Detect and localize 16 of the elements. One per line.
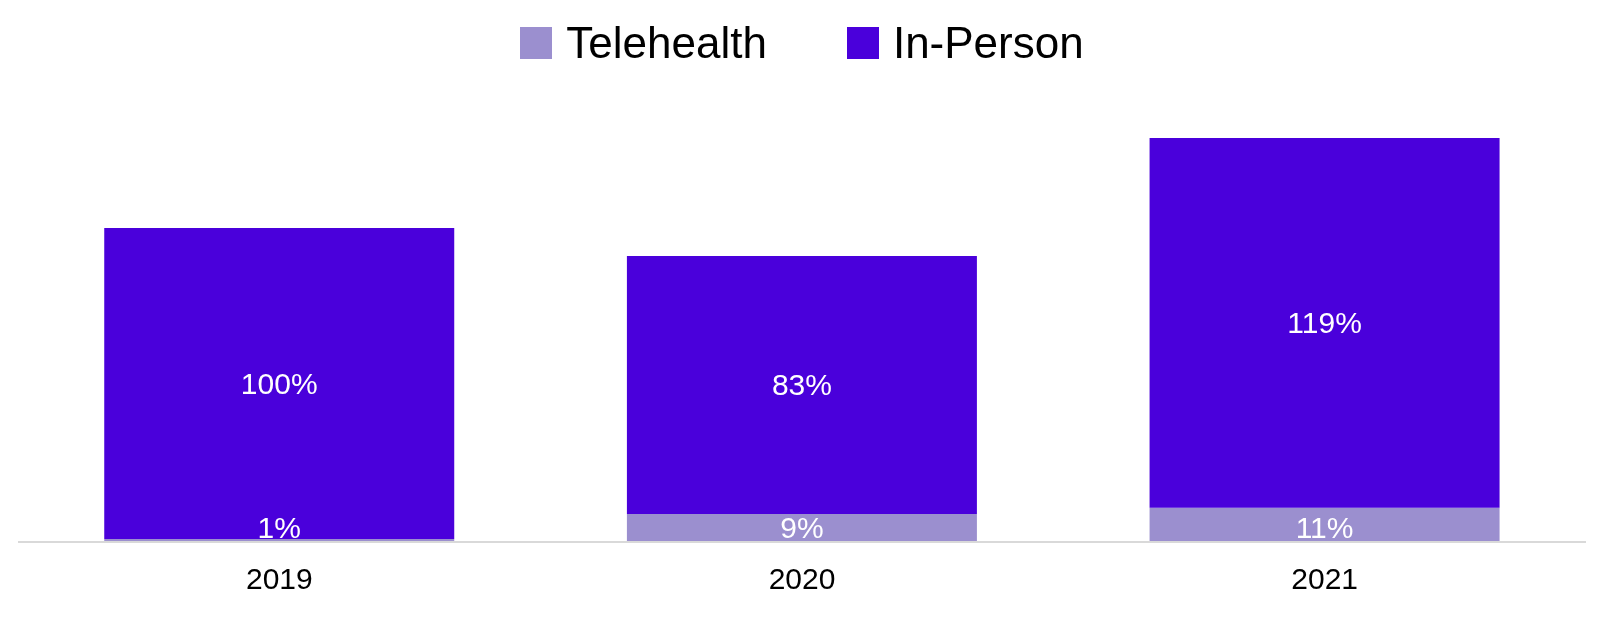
x-tick-label: 2020 [768,562,836,596]
data-label: 11% [1295,511,1354,544]
bar [1149,507,1500,542]
bar [1149,138,1500,508]
x-tick-label: 2019 [245,562,313,596]
data-label: 100% [240,366,318,400]
data-label: 9% [780,511,824,544]
bar [626,256,977,515]
bar [104,228,455,539]
x-tick-label: 2021 [1291,562,1359,596]
legend-label: Telehealth [566,18,767,68]
bar [626,514,977,542]
legend-label: In-Person [892,18,1084,68]
data-label: 119% [1287,305,1362,339]
data-label: 83% [771,368,832,402]
data-label: 1% [257,511,301,544]
